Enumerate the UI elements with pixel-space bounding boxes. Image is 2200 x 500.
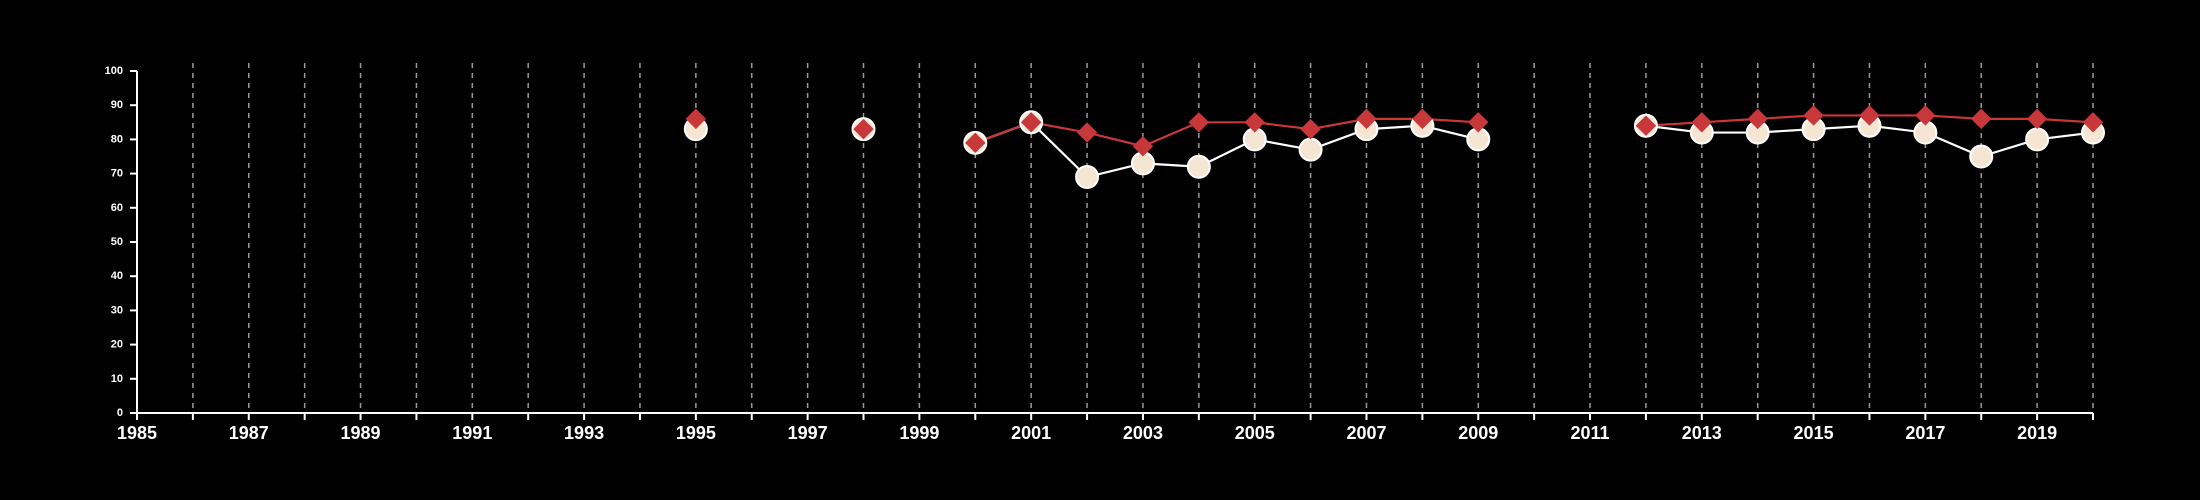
x-tick-label: 1999 [899,423,939,443]
diamond-marker [1076,122,1098,143]
y-tick-label: 30 [111,304,123,316]
x-tick-label: 2009 [1458,423,1498,443]
x-tick-label: 1997 [788,423,828,443]
diamond-marker [2082,112,2104,133]
x-tick-label: 1991 [452,423,492,443]
diamond-marker [1132,136,1154,157]
series-line [974,121,1479,179]
x-tick-label: 2001 [1011,423,1051,443]
diamond-marker [1747,108,1768,130]
circle-marker [2025,127,2050,152]
grid-lines [192,63,2094,413]
x-tick-label: 1989 [341,423,381,443]
x-tick-label: 1995 [676,423,716,443]
diamond-marker [1859,105,1880,126]
diamond-marker [1300,118,1321,140]
y-tick-label: 0 [117,407,123,419]
diamond-marker [1635,115,1657,136]
x-tick-label: 2013 [1682,423,1722,443]
diamond-marker [1356,108,1377,130]
y-tick-label: 50 [111,236,123,248]
y-tick-label: 20 [111,339,123,351]
circle-marker [1075,165,1100,190]
series-line [974,117,1479,148]
diamond-marker [965,132,986,154]
x-tick-label: 2007 [1346,423,1386,443]
y-tick-label: 100 [105,65,123,77]
diamond-marker [1915,105,1936,126]
diamond-marker [1244,112,1265,133]
axes: 0 10 20 30 40 50 60 70 80 90 100 1985 1987 1989 1991 19… [105,65,2094,443]
x-tick-label: 2015 [1794,423,1834,443]
diamond-marker [853,118,874,140]
diamond-marker [1971,108,1992,130]
diamond-marker [1691,112,1713,133]
y-tick-label: 70 [111,168,123,180]
y-tick-label: 60 [111,202,123,214]
diamond-marker [1803,105,1824,126]
series-layer [683,105,2105,190]
x-tick-label: 2019 [2017,423,2057,443]
x-tick-label: 1985 [117,423,157,443]
diamond-marker [1020,112,1042,133]
x-tick-label: 1987 [229,423,269,443]
circle-marker [1969,144,1994,169]
diamond-marker [685,108,707,130]
x-tick-label: 2005 [1235,423,1275,443]
diamond-marker [2026,108,2048,130]
x-tick-label: 1993 [564,423,604,443]
y-tick-label: 10 [111,373,123,385]
circle-marker [1298,137,1323,162]
x-tick-label: 2011 [1570,423,1609,443]
y-tick-label: 80 [111,133,123,145]
y-tick-label: 40 [111,270,123,282]
y-tick-label: 90 [111,99,123,111]
x-tick-label: 2003 [1123,423,1163,443]
diamond-marker [1468,112,1489,133]
circle-marker [1186,154,1211,179]
diamond-marker [1412,108,1433,130]
diamond-marker [1188,112,1210,133]
x-tick-label: 2017 [1905,423,1945,443]
